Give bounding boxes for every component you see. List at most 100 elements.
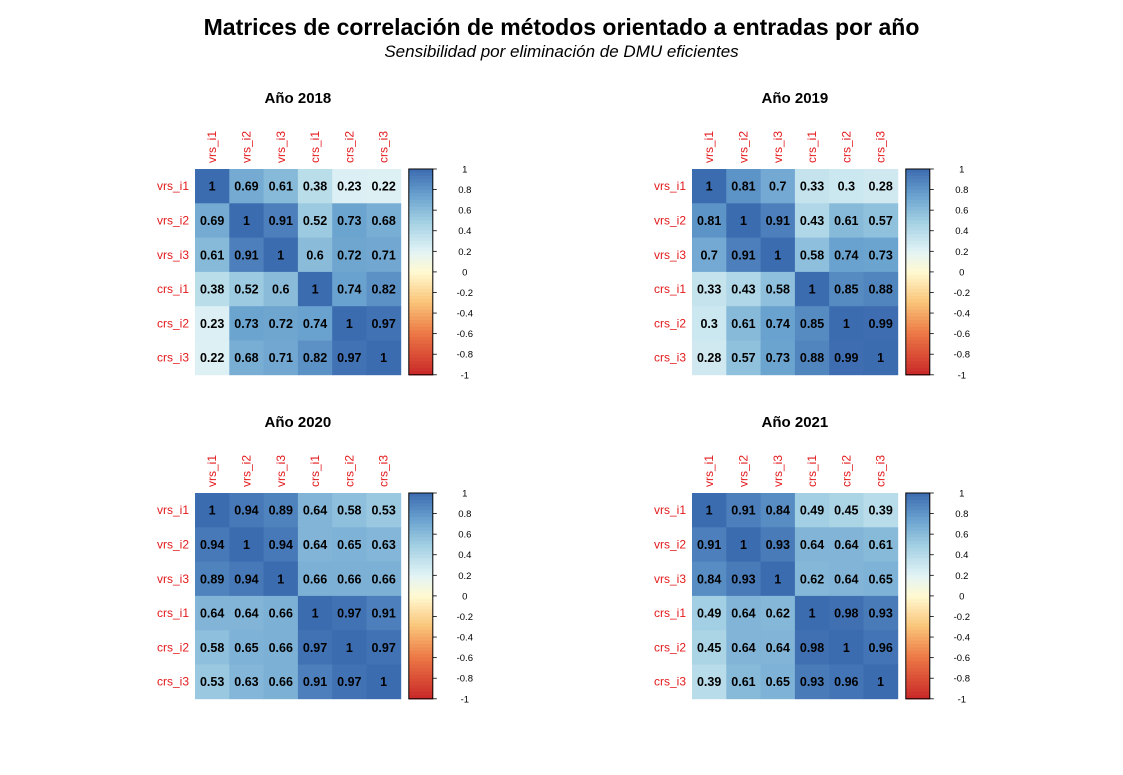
colorbar-segment [905, 637, 930, 642]
colorbar-segment [408, 199, 433, 204]
colorbar-segment [905, 595, 930, 600]
heatmap-cell [297, 340, 333, 376]
cell-value-label: 0.66 [337, 572, 361, 586]
chart-subtitle: Sensibilidad por eliminación de DMU efic… [384, 42, 739, 61]
heatmap-cell [229, 561, 264, 597]
colorbar-segment [408, 517, 433, 522]
colorbar-segment [408, 258, 433, 263]
colorbar-segment [905, 182, 930, 187]
correlation-panel: Año 2020 1 0.94 0.89 0.64 0.58 0.53 0.94 1 0.94 0.… [157, 414, 473, 705]
column-label: vrs_i1 [205, 131, 219, 163]
colorbar-segment [905, 258, 930, 263]
heatmap-cell [829, 237, 864, 273]
heatmap-cell [332, 237, 367, 273]
colorbar-segment [905, 606, 930, 611]
colorbar-segment [905, 582, 930, 587]
heatmap-cell [863, 237, 899, 273]
cell-value-label: 0.58 [200, 641, 224, 655]
colorbar-segment [408, 595, 433, 600]
colorbar-segment [408, 503, 433, 508]
colorbar-segment [408, 578, 433, 583]
colorbar-segment [408, 637, 433, 642]
colorbar-segment [905, 496, 930, 501]
heatmap-cell [263, 169, 299, 204]
heatmap-cell [297, 237, 333, 273]
cell-value-label: 0.39 [697, 675, 721, 689]
colorbar-segment [905, 347, 930, 352]
column-label: vrs_i2 [736, 455, 750, 487]
heatmap-cell [366, 271, 402, 307]
heatmap-cell [726, 340, 761, 376]
colorbar-segment [905, 254, 930, 259]
colorbar-tick-label: 0.8 [458, 185, 471, 196]
colorbar-segment [408, 289, 433, 294]
cell-value-label: 1 [312, 607, 319, 621]
row-label: vrs_i3 [654, 248, 686, 262]
colorbar-segment [905, 299, 930, 304]
row-label: vrs_i1 [157, 179, 189, 193]
panel-title: Año 2020 [265, 414, 332, 431]
cell-value-label: 0.28 [868, 180, 892, 194]
row-label: vrs_i2 [157, 537, 189, 551]
colorbar-segment [408, 357, 433, 362]
colorbar-segment [408, 551, 433, 556]
cell-value-label: 0.89 [200, 572, 224, 586]
colorbar-segment [408, 520, 433, 525]
cell-value-label: 0.61 [834, 214, 858, 228]
heatmap-cell [829, 493, 864, 528]
colorbar-tick-label: 0 [462, 267, 467, 278]
colorbar-segment [408, 633, 433, 638]
colorbar-tick-label: -0.8 [457, 674, 473, 685]
heatmap-cell [794, 203, 830, 238]
colorbar-segment [408, 640, 433, 645]
colorbar-segment [905, 223, 930, 228]
heatmap-cell [726, 203, 761, 238]
colorbar-segment [408, 493, 433, 498]
colorbar-segment [905, 230, 930, 235]
heatmap-cell [263, 664, 299, 700]
heatmap-cell [692, 340, 727, 376]
colorbar-segment [905, 357, 930, 362]
cell-value-label: 0.63 [234, 675, 258, 689]
heatmap-cell [195, 561, 230, 597]
heatmap-cell [229, 595, 264, 631]
heatmap-cell [863, 595, 899, 631]
colorbar-segment [408, 499, 433, 504]
colorbar-segment [905, 650, 930, 655]
heatmap-cell [829, 271, 864, 307]
colorbar-segment [905, 316, 930, 321]
heatmap-cell [195, 271, 230, 307]
panel-title: Año 2021 [762, 414, 829, 431]
cell-value-label: 0.99 [868, 317, 892, 331]
cell-value-label: 0.84 [766, 504, 790, 518]
colorbar-segment [408, 340, 433, 345]
heatmap-cell [863, 493, 899, 528]
colorbar-segment [905, 568, 930, 573]
heatmap-cell [332, 493, 367, 528]
heatmap-cell [366, 203, 402, 238]
cell-value-label: 0.3 [700, 317, 717, 331]
colorbar-segment [905, 671, 930, 676]
colorbar-segment [905, 210, 930, 215]
colorbar-segment [408, 333, 433, 338]
column-label: crs_i2 [839, 131, 853, 163]
colorbar-segment [905, 268, 930, 273]
cell-value-label: 0.91 [731, 248, 755, 262]
cell-value-label: 0.66 [269, 675, 293, 689]
heatmap-cell [229, 169, 264, 204]
heatmap-cell [760, 527, 796, 562]
heatmap-cell [794, 493, 830, 528]
cell-value-label: 1 [740, 214, 747, 228]
cell-value-label: 1 [277, 248, 284, 262]
colorbar-tick-label: 1 [462, 489, 467, 500]
colorbar-segment [905, 367, 930, 372]
colorbar-segment [905, 186, 930, 191]
heatmap-cell [726, 561, 761, 597]
colorbar-segment [905, 685, 930, 690]
colorbar-segment [408, 203, 433, 208]
cell-value-label: 1 [774, 572, 781, 586]
colorbar-segment [905, 674, 930, 679]
colorbar-tick-label: -0.8 [954, 674, 970, 685]
heatmap-cell [863, 169, 899, 204]
heatmap-cell [229, 203, 264, 238]
